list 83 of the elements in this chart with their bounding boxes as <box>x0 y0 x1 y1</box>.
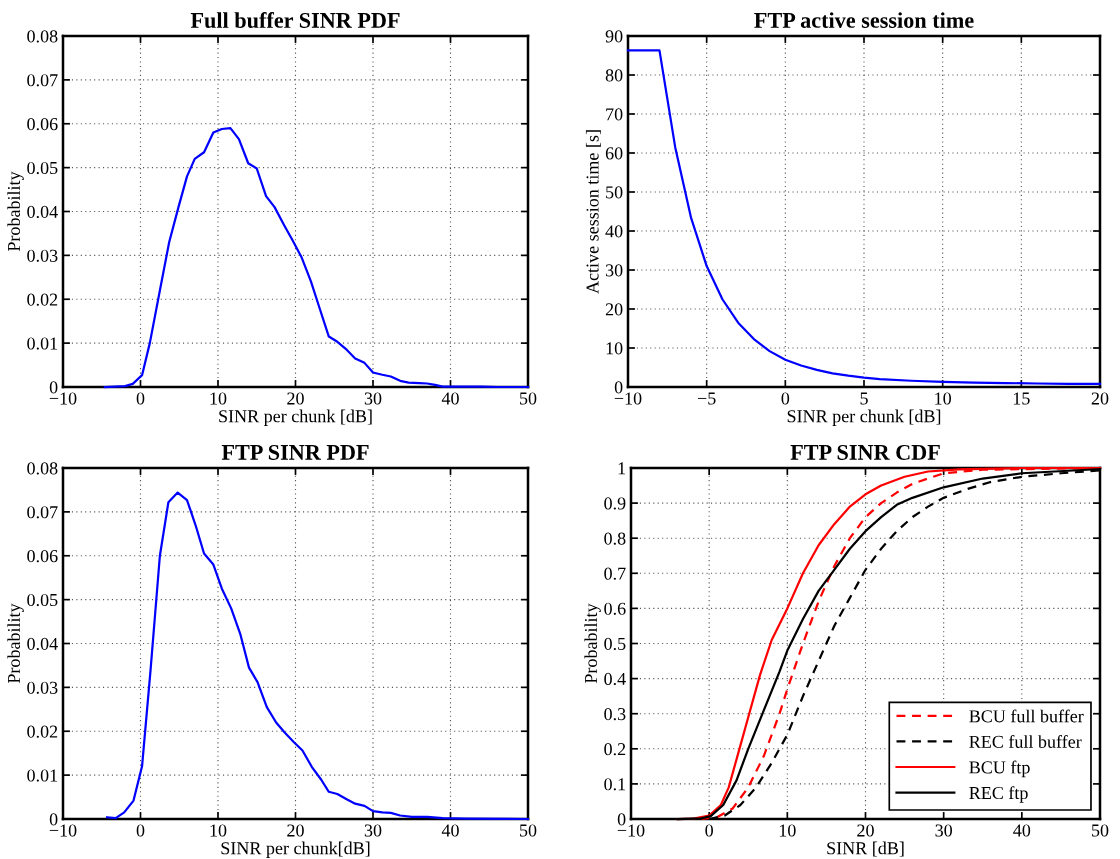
legend-label: REC full buffer <box>969 735 1082 748</box>
x-tick-label: 50 <box>1092 824 1109 837</box>
x-tick-label: 50 <box>520 392 537 405</box>
legend-label: BCU full buffer <box>969 709 1084 723</box>
y-tick-label: 0.03 <box>27 681 58 694</box>
y-tick-label: 0.5 <box>604 637 626 651</box>
y-tick-label: 20 <box>605 303 623 316</box>
chart-title: FTP SINR CDF <box>790 444 940 460</box>
x-tick-label: −5 <box>697 392 716 405</box>
y-tick-label: 0 <box>49 813 58 826</box>
y-tick-label: 0.05 <box>27 161 58 175</box>
y-tick-label: 90 <box>605 30 623 43</box>
x-tick-label: 20 <box>857 824 874 837</box>
chart-title: FTP active session time <box>754 12 974 28</box>
y-tick-label: 0.4 <box>604 672 626 686</box>
y-tick-label: 80 <box>605 69 623 82</box>
x-tick-label: 10 <box>210 392 227 405</box>
x-tick-label: 0 <box>136 392 145 405</box>
legend-label: BCU ftp <box>969 760 1030 778</box>
x-tick-label: 30 <box>364 392 382 405</box>
y-tick-label: 0.04 <box>27 637 58 651</box>
x-tick-label: 20 <box>1091 392 1109 405</box>
x-tick-label: −10 <box>49 824 77 837</box>
y-tick-label: 0.1 <box>604 778 626 791</box>
x-tick-label: 0 <box>705 824 713 837</box>
y-tick-label: 0.2 <box>604 743 626 756</box>
y-axis-title: Probability <box>7 171 24 252</box>
y-tick-label: 60 <box>605 147 623 160</box>
y-axis-title: Active session time [s] <box>585 130 601 294</box>
y-tick-label: 0.8 <box>604 532 626 545</box>
x-tick-label: 50 <box>520 824 537 837</box>
x-tick-label: 0 <box>136 824 145 837</box>
y-axis-title: Probability <box>7 603 24 684</box>
x-axis-title: SINR per chunk [dB] <box>787 409 941 426</box>
y-tick-label: 0.08 <box>27 30 58 43</box>
x-tick-label: 10 <box>935 392 952 405</box>
x-axis-title: SINR [dB] <box>827 841 904 857</box>
y-tick-label: 0.03 <box>27 249 58 262</box>
y-tick-label: 0.01 <box>27 337 58 350</box>
x-tick-label: −10 <box>49 392 77 405</box>
y-tick-label: 1 <box>618 462 626 475</box>
y-tick-label: 0.05 <box>27 593 58 607</box>
y-tick-label: 0.9 <box>604 497 626 510</box>
y-tick-label: 0.07 <box>27 74 58 87</box>
y-tick-label: 0 <box>49 381 58 394</box>
chart-title: Full buffer SINR PDF <box>190 12 400 28</box>
x-tick-label: 40 <box>441 824 459 837</box>
y-tick-label: 10 <box>606 342 623 355</box>
x-tick-label: 10 <box>779 824 796 837</box>
x-tick-label: −10 <box>614 392 642 405</box>
y-tick-label: 0.01 <box>27 769 58 782</box>
y-tick-label: 0.02 <box>27 725 58 738</box>
y-tick-label: 0 <box>617 813 626 826</box>
x-tick-label: 40 <box>441 392 459 405</box>
y-tick-label: 0.06 <box>27 118 58 131</box>
y-tick-label: 0.7 <box>604 567 626 580</box>
y-tick-label: 0.06 <box>27 550 58 563</box>
y-tick-label: 30 <box>605 264 623 277</box>
legend-label: REC ftp <box>969 786 1028 803</box>
y-tick-label: 0 <box>614 381 623 394</box>
y-tick-label: 0.07 <box>27 506 58 519</box>
x-tick-label: 30 <box>935 824 953 837</box>
y-tick-label: 0.6 <box>604 602 626 615</box>
y-tick-label: 70 <box>606 108 623 121</box>
x-tick-label: 0 <box>781 392 790 405</box>
x-tick-label: 5 <box>860 392 868 405</box>
x-tick-label: 20 <box>287 824 304 837</box>
y-tick-label: 0.02 <box>27 293 58 306</box>
y-tick-label: 50 <box>606 186 623 199</box>
y-tick-label: 0.08 <box>27 462 58 475</box>
x-tick-label: 30 <box>364 824 382 837</box>
x-axis-title: SINR per chunk[dB] <box>221 841 370 858</box>
x-tick-label: 10 <box>210 824 227 837</box>
y-axis-title: Probability <box>584 603 601 684</box>
y-tick-label: 40 <box>605 225 623 238</box>
x-tick-label: −10 <box>617 824 645 837</box>
x-tick-label: 20 <box>287 392 304 405</box>
chart-title: FTP SINR PDF <box>221 444 369 460</box>
x-tick-label: 40 <box>1013 824 1031 837</box>
x-tick-label: 15 <box>1013 392 1030 405</box>
y-tick-label: 0.3 <box>604 707 626 721</box>
x-axis-title: SINR per chunk [dB] <box>219 409 372 426</box>
y-tick-label: 0.04 <box>27 205 58 219</box>
